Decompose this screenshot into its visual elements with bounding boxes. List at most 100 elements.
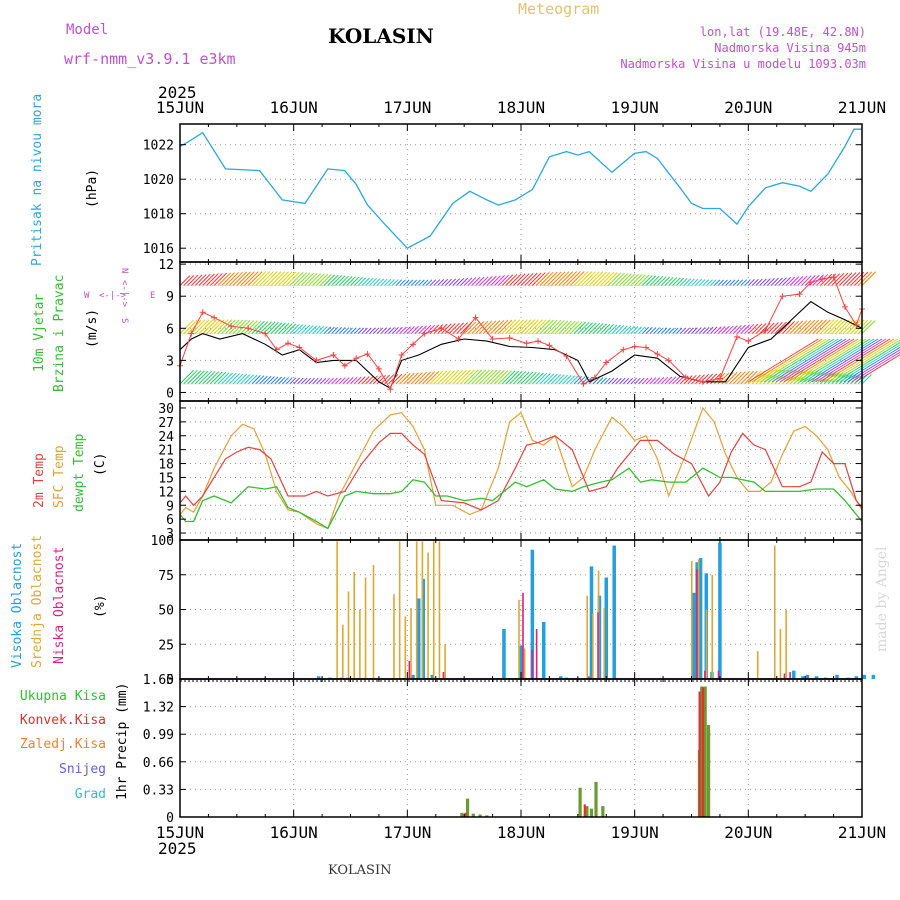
pressure-tick-label: 1022: [143, 139, 174, 154]
wind-barb: [228, 373, 241, 385]
total-rain-bar: [703, 686, 707, 817]
wind-barb: [236, 373, 247, 385]
wind-barb: [725, 325, 734, 334]
x-date-label-top: 18JUN: [497, 98, 545, 117]
wind-barb: [331, 326, 339, 334]
wind-barb: [338, 377, 346, 385]
wind-barb: [278, 271, 293, 286]
wind-barb: [630, 377, 637, 385]
temp-tick-label: 27: [158, 416, 174, 431]
wind-barb: [861, 320, 876, 334]
high-cloud-bar: [316, 676, 321, 679]
wind-barb: [369, 375, 378, 385]
wind-barb: [797, 320, 812, 334]
wind-barb: [194, 370, 209, 385]
wind-barb: [497, 319, 513, 334]
wind-barb: [729, 279, 736, 286]
wind-barb: [285, 377, 293, 385]
wind-barb: [744, 279, 751, 286]
wind-barb: [694, 374, 705, 385]
wind-barb: [835, 319, 850, 334]
low-cloud-title: Niska Oblacnost: [52, 547, 67, 664]
wind-barb-storm: [756, 338, 827, 383]
compass-arrow-h: <-|->: [99, 291, 127, 301]
wind-barb: [513, 371, 527, 385]
wind-barb: [649, 275, 660, 286]
wind-barb: [494, 319, 509, 334]
low-cloud-bar: [783, 673, 786, 679]
wind-barb: [573, 271, 589, 286]
wind-barb: [657, 276, 667, 286]
wind-barb: [486, 369, 501, 385]
mid-cloud-bar: [336, 541, 338, 679]
wind-barb: [395, 373, 407, 385]
wind-barb: [717, 326, 726, 334]
wind-speed-marker: [603, 359, 610, 366]
wind-barb: [422, 279, 429, 286]
x-date-label-top: 19JUN: [611, 98, 659, 117]
wind-barb: [694, 278, 702, 286]
wind-barb: [255, 375, 265, 385]
high-cloud-bar: [835, 674, 839, 679]
year-top: 2025: [158, 83, 197, 102]
wind-barb: [293, 377, 300, 385]
high-cloud-title: Visoka Oblacnost: [10, 543, 25, 668]
total-rain-bar: [465, 798, 470, 817]
high-cloud-bar: [805, 674, 810, 679]
wind-speed-marker: [563, 353, 570, 360]
wind-barb: [353, 327, 361, 334]
x-date-label-top: 15JUN: [156, 98, 204, 117]
wind-barb: [509, 319, 524, 334]
wind-barb: [520, 319, 536, 334]
legend-frozen-rain: Zaledj.Kisa: [20, 737, 106, 752]
wind-barb: [710, 326, 718, 334]
wind-barb: [645, 377, 653, 385]
wind-barb: [638, 274, 650, 286]
mid-cloud-bar: [603, 608, 606, 679]
mid-cloud-bar: [592, 613, 594, 679]
wind-barb-storm: [787, 338, 859, 383]
wind-barb: [706, 326, 714, 334]
wind-barb: [452, 322, 464, 334]
wind-barb: [634, 274, 646, 286]
precip-tick-label: 0.33: [143, 783, 174, 798]
wind-barb: [350, 327, 357, 334]
wind-barb: [429, 370, 444, 385]
wind-barb: [766, 278, 775, 286]
wind-barb: [524, 319, 540, 334]
wind-barb: [846, 319, 861, 334]
low-cloud-bar: [442, 672, 445, 679]
wind-barb: [668, 277, 678, 286]
wind-speed-marker: [262, 330, 269, 337]
wind-barb: [766, 369, 782, 385]
wind-barb: [664, 376, 673, 385]
wind-barb: [577, 321, 590, 334]
wind-barb: [626, 325, 635, 334]
wind-barb: [259, 375, 268, 385]
wind-barb: [418, 279, 425, 286]
high-cloud-bar: [792, 670, 796, 679]
wind-barb: [406, 372, 419, 385]
wind-barb: [675, 327, 683, 334]
wind-barb: [244, 271, 259, 286]
wind-barb: [372, 327, 380, 334]
wind-barb: [444, 370, 460, 385]
wind-barb: [774, 321, 787, 334]
wind-barb: [316, 273, 329, 286]
wind-barb: [596, 271, 611, 286]
wind-barb: [331, 377, 338, 385]
wind-barb: [285, 323, 297, 334]
wind-barb: [827, 319, 843, 334]
wind-barb: [505, 274, 518, 286]
wind-barb: [550, 320, 565, 334]
temp2m-title: 2m Temp: [32, 453, 47, 508]
wind-barb: [713, 279, 721, 286]
wind-barb: [490, 319, 505, 334]
wind-barb: [622, 377, 630, 385]
temp-tick-label: 3: [166, 527, 174, 542]
wind-barb: [604, 377, 611, 385]
wind-barb: [369, 278, 377, 286]
wind-barb-storm: [799, 338, 871, 383]
wind-barb: [478, 276, 489, 286]
high-cloud-bar: [718, 542, 722, 679]
